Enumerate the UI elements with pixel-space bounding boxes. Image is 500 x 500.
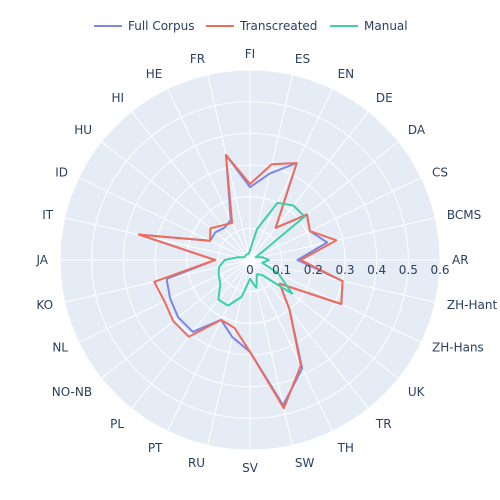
- category-label: RU: [188, 456, 205, 470]
- category-label: HI: [112, 91, 125, 105]
- category-label: TR: [375, 417, 392, 431]
- angular-gridline: [131, 259, 251, 409]
- category-label: DE: [376, 91, 393, 105]
- angular-gridline: [167, 88, 251, 261]
- category-label: ES: [295, 52, 310, 66]
- category-label: AR: [452, 253, 469, 267]
- category-label: PT: [148, 441, 163, 455]
- series-line-transcreated: [137, 154, 344, 410]
- category-label: IT: [42, 208, 54, 222]
- legend-label: Transcreated: [239, 19, 317, 33]
- angular-gridline: [131, 111, 251, 261]
- angular-gridline: [249, 259, 333, 432]
- legend: Full Corpus Transcreated Manual: [94, 19, 408, 33]
- category-label: HU: [74, 123, 92, 137]
- angular-gridline: [78, 177, 251, 261]
- category-label: NO-NB: [52, 385, 92, 399]
- angular-gridline: [249, 177, 422, 261]
- legend-item[interactable]: Manual: [330, 19, 408, 33]
- legend-label: Full Corpus: [128, 19, 194, 33]
- series-line-manual: [217, 201, 306, 307]
- category-label: ZH-Hant: [447, 298, 498, 312]
- radial-tick-label: 0.6: [430, 263, 449, 277]
- category-label: NL: [52, 341, 68, 355]
- angular-gridline: [207, 259, 251, 446]
- angular-gridline: [207, 74, 251, 261]
- radial-tick-label: 0.3: [335, 263, 354, 277]
- category-label: PL: [110, 417, 124, 431]
- category-label: ID: [55, 165, 68, 179]
- category-label: FI: [245, 47, 255, 61]
- category-label: SW: [295, 456, 315, 470]
- radial-tick-label: 0.2: [304, 263, 323, 277]
- radial-tick-label: 0.4: [367, 263, 386, 277]
- category-label: UK: [408, 385, 426, 399]
- radial-tick-label: 0.5: [399, 263, 418, 277]
- angular-gridline: [101, 259, 251, 379]
- angular-gridline: [101, 141, 251, 261]
- radial-tick-label: 0.1: [272, 263, 291, 277]
- radial-tick-label: 0: [246, 263, 254, 277]
- category-label: FR: [190, 52, 205, 66]
- category-label: SV: [242, 461, 259, 475]
- category-label: KO: [36, 298, 53, 312]
- angular-gridline: [249, 111, 369, 261]
- category-label: BCMS: [447, 208, 481, 222]
- angular-gridline: [249, 259, 293, 446]
- legend-label: Manual: [364, 19, 408, 33]
- category-label: TH: [337, 441, 354, 455]
- legend-item[interactable]: Full Corpus: [94, 19, 194, 33]
- category-label: HE: [146, 67, 163, 81]
- category-label: ZH-Hans: [432, 341, 484, 355]
- category-label: EN: [338, 67, 355, 81]
- category-label: DA: [408, 123, 426, 137]
- polar-plot-area: 0 0.1 0.2 0.3 0.4 0.5 0.6 FI ES EN DE DA CS BCMS AR ZH-…: [35, 47, 497, 475]
- angular-gridline: [249, 259, 399, 379]
- category-label: CS: [432, 165, 448, 179]
- angular-gridline: [249, 88, 333, 261]
- angular-gridline: [167, 259, 251, 432]
- legend-item[interactable]: Transcreated: [206, 19, 317, 33]
- angular-gridline: [249, 259, 369, 409]
- angular-gridline: [64, 217, 251, 261]
- category-label: JA: [35, 253, 48, 267]
- angular-gridline: [249, 217, 436, 261]
